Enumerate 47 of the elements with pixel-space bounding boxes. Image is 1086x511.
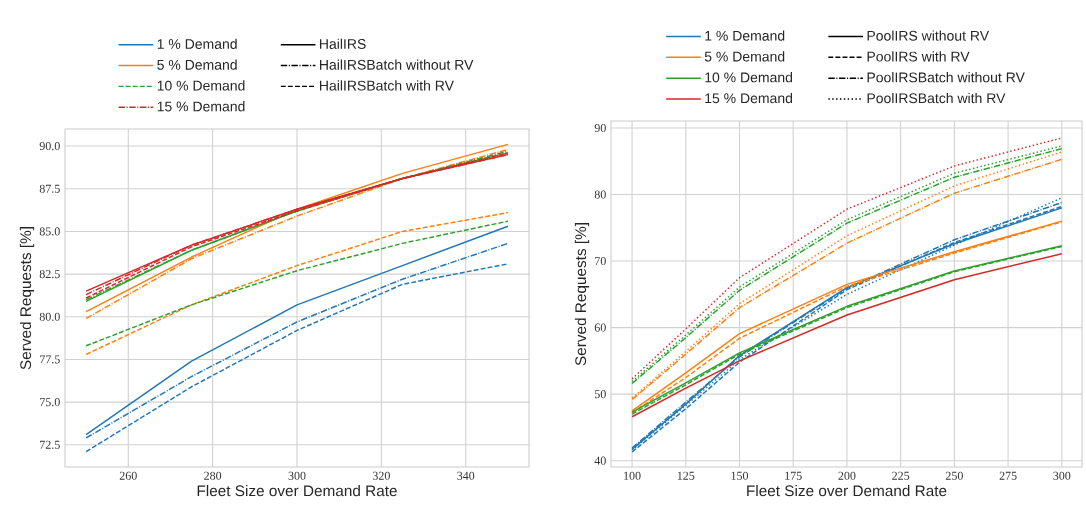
x-tick-label: 320 [372,471,390,480]
legend-label: 1 % Demand [705,30,785,41]
legend-label: 5 % Demand [704,51,785,62]
y-tick-label: 80.0 [39,312,60,321]
x-tick-label: 280 [204,471,222,480]
legend-label: 15 % Demand [705,92,793,104]
y-tick-label: 87.5 [39,184,60,193]
text: PoolIRS without RV [867,30,990,41]
x-axis-title: Fleet Size over Demand Rate [747,484,947,497]
text: PoolIRS with RV [867,51,970,62]
x-tick-label: 125 [677,471,695,480]
x-tick-label: 275 [999,471,1017,480]
x-tick-label: 300 [288,471,306,480]
y-tick-label: 70 [595,257,606,266]
x-tick-label: 200 [838,471,856,480]
x-tick-label: 175 [785,471,802,480]
y-tick-label: 85.0 [39,227,60,236]
legend-label: 10 % Demand [157,80,245,91]
y-tick-label: 75.0 [40,398,60,407]
text: PoolIRSBatch without RV [867,72,1025,83]
x-tick-label: 260 [119,471,137,480]
text: HailIRSBatch without RV [320,59,474,70]
legend-label: 1 % Demand [157,38,237,49]
legend-label: 5 % Demand [157,59,237,70]
text: PoolIRSBatch with RV [867,92,1006,104]
y-axis-title: Served Requests [%] [19,227,35,370]
x-axis-title: Fleet Size over Demand Rate [197,484,397,497]
text: HailIRS [320,38,366,49]
y-tick-label: 80 [594,190,606,199]
y-tick-label: 90.0 [39,141,60,151]
y-tick-label: 90 [594,123,606,133]
y-tick-label: 82.5 [39,270,60,279]
x-tick-label: 150 [731,471,749,480]
y-tick-label: 60 [594,323,606,332]
legend-label: 15 % Demand [157,101,245,112]
x-tick-label: 250 [945,471,963,480]
y-tick-label: 72.5 [40,440,60,449]
x-tick-label: 340 [457,471,475,480]
y-tick-label: 40 [594,456,606,465]
y-tick-label: 77.5 [40,355,60,364]
text: HailIRSBatch with RV [320,80,454,91]
y-axis-title: Served Requests [%] [574,223,590,366]
x-tick-label: 100 [624,471,641,480]
x-tick-label: 300 [1053,471,1071,480]
x-tick-label: 225 [892,471,910,480]
legend-label: 10 % Demand [705,72,793,83]
y-tick-label: 50 [594,390,606,399]
